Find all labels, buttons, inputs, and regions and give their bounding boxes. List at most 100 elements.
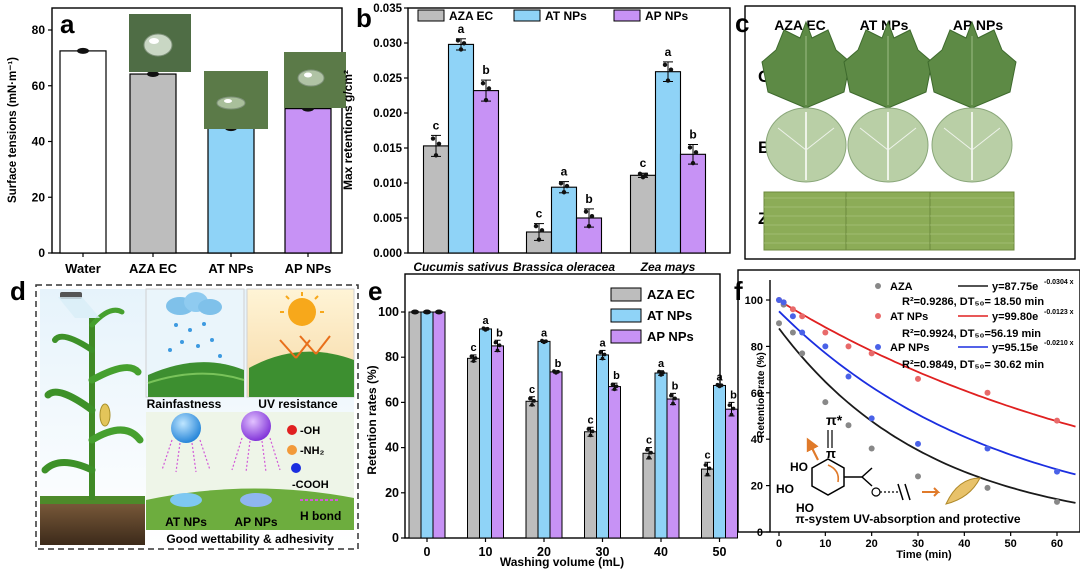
legend-stats: R²=0.9849, DT₅₀= 30.62 min — [902, 359, 1044, 371]
cooh-marker — [291, 463, 301, 473]
replicate-point — [612, 387, 617, 392]
bar-1 — [129, 73, 177, 254]
replicate-point — [486, 86, 492, 91]
bar-at-nps — [537, 340, 551, 539]
uv-resistance-label: UV resistance — [258, 397, 338, 411]
panel-b-legend: AZA EC AT NPs AP NPs — [417, 9, 688, 23]
data-point — [77, 47, 89, 54]
replicate-point — [483, 327, 488, 332]
data-point-aza — [984, 484, 991, 491]
xtick-label: Zea mays — [640, 260, 696, 274]
panel-c-col-at: AT NPs — [860, 17, 909, 33]
bar-at-nps — [596, 354, 609, 539]
significance-letter: b — [672, 380, 679, 392]
panel-c-col-ap: AP NPs — [953, 17, 1004, 33]
replicate-point — [657, 369, 661, 374]
replicate-point — [436, 141, 442, 146]
replicate-point — [610, 382, 615, 387]
hbond-label: H bond — [300, 509, 341, 523]
significance-letter: a — [561, 165, 568, 179]
legend-swatch — [610, 308, 642, 323]
significance-letter: a — [665, 45, 672, 59]
panel-e-xlabels: 0 10 20 30 40 50 — [424, 538, 726, 559]
cooh-label: -COOH — [292, 479, 329, 491]
data-point-ap-nps — [1054, 468, 1060, 475]
replicate-point — [662, 62, 668, 68]
rainfastness-label: Rainfastness — [147, 397, 222, 411]
legend-stats: R²=0.9286, DT₅₀= 18.50 min — [902, 296, 1044, 308]
xtick-label: 20 — [537, 545, 551, 559]
ytick-label: 60 — [385, 395, 399, 409]
xtick-label: Brassica oleracea — [513, 260, 615, 274]
significance-letter: c — [640, 156, 647, 170]
legend-equation: y=95.15e — [992, 342, 1038, 354]
significance-letter: c — [587, 414, 593, 426]
panel-a-bars — [59, 47, 332, 254]
bar-at-nps — [550, 186, 578, 254]
data-point-ap-nps — [789, 313, 796, 320]
replicate-point — [586, 223, 592, 229]
ytick-label: 0.020 — [373, 108, 402, 120]
ytick-label: 0.010 — [373, 178, 402, 190]
ho-label-1: HO — [790, 460, 808, 474]
fit-curve-at-nps — [778, 299, 1076, 428]
replicate-point — [480, 81, 486, 86]
xtick-label: 20 — [866, 538, 878, 550]
panel-e: e Retention rates (%) Washing volume (mL… — [365, 273, 738, 569]
inset-caption: π-system UV-absorption and protective — [795, 512, 1021, 526]
panel-e-letter: e — [368, 276, 382, 306]
data-point-aza — [845, 422, 852, 429]
replicate-point — [536, 237, 542, 242]
replicate-point — [561, 190, 567, 195]
leaf-vein — [859, 127, 889, 151]
replicate-point — [600, 356, 605, 361]
ho-label-2: HO — [776, 482, 794, 496]
replicate-point — [497, 343, 502, 348]
bar-at-nps — [654, 372, 668, 539]
panel-b-bars: c a b c a b c a b — [422, 22, 707, 254]
data-point-aza — [868, 445, 875, 452]
replicate-point — [533, 223, 539, 229]
panel-f-ylabel: Retention rate (%) — [756, 352, 767, 438]
legend-exponent: -0.0304 x — [1044, 279, 1074, 286]
bar-at-nps — [654, 71, 682, 254]
legend-equation: y=87.75e — [992, 281, 1038, 293]
replicate-point — [473, 356, 478, 360]
ytick-label: 0 — [757, 527, 763, 539]
replicate-point — [717, 384, 722, 389]
bar-aza-ec — [584, 431, 597, 539]
significance-letter: a — [541, 327, 548, 339]
leaf-vein — [805, 127, 835, 151]
zea-leaf-photo — [929, 191, 1015, 251]
bar-ap-nps — [608, 386, 621, 539]
significance-letter: c — [646, 435, 652, 447]
bar-at-nps — [420, 311, 434, 539]
significance-letter: a — [658, 358, 665, 370]
ytick-label: 60 — [32, 79, 46, 93]
panel-c-leaves — [761, 20, 1017, 251]
data-point-at-nps — [789, 306, 796, 313]
xtick-label: AT NPs — [208, 261, 253, 276]
replicate-point — [727, 403, 732, 408]
bar-ap-nps — [432, 311, 446, 539]
data-point — [147, 71, 159, 78]
data-point-at-nps — [799, 313, 806, 320]
xtick-label: 10 — [479, 545, 493, 559]
ytick-label: 80 — [32, 23, 46, 37]
data-point-aza — [799, 350, 806, 357]
panel-a-xlabels: Water AZA EC AT NPs AP NPs — [65, 253, 331, 276]
panel-d: d — [10, 276, 359, 550]
bar-aza-ec — [408, 311, 422, 539]
xtick-label: 0 — [776, 538, 782, 550]
legend-marker — [875, 313, 881, 319]
significance-letter: b — [613, 370, 620, 382]
replicate-point — [495, 348, 500, 353]
legend-swatch — [613, 9, 641, 22]
xtick-label: AP NPs — [285, 261, 332, 276]
replicate-point — [707, 466, 712, 471]
droplet-photo-at — [204, 71, 268, 129]
replicate-point — [643, 172, 649, 178]
replicate-point — [530, 402, 534, 407]
replicate-point — [586, 427, 591, 431]
panel-f-frame — [737, 269, 1080, 533]
